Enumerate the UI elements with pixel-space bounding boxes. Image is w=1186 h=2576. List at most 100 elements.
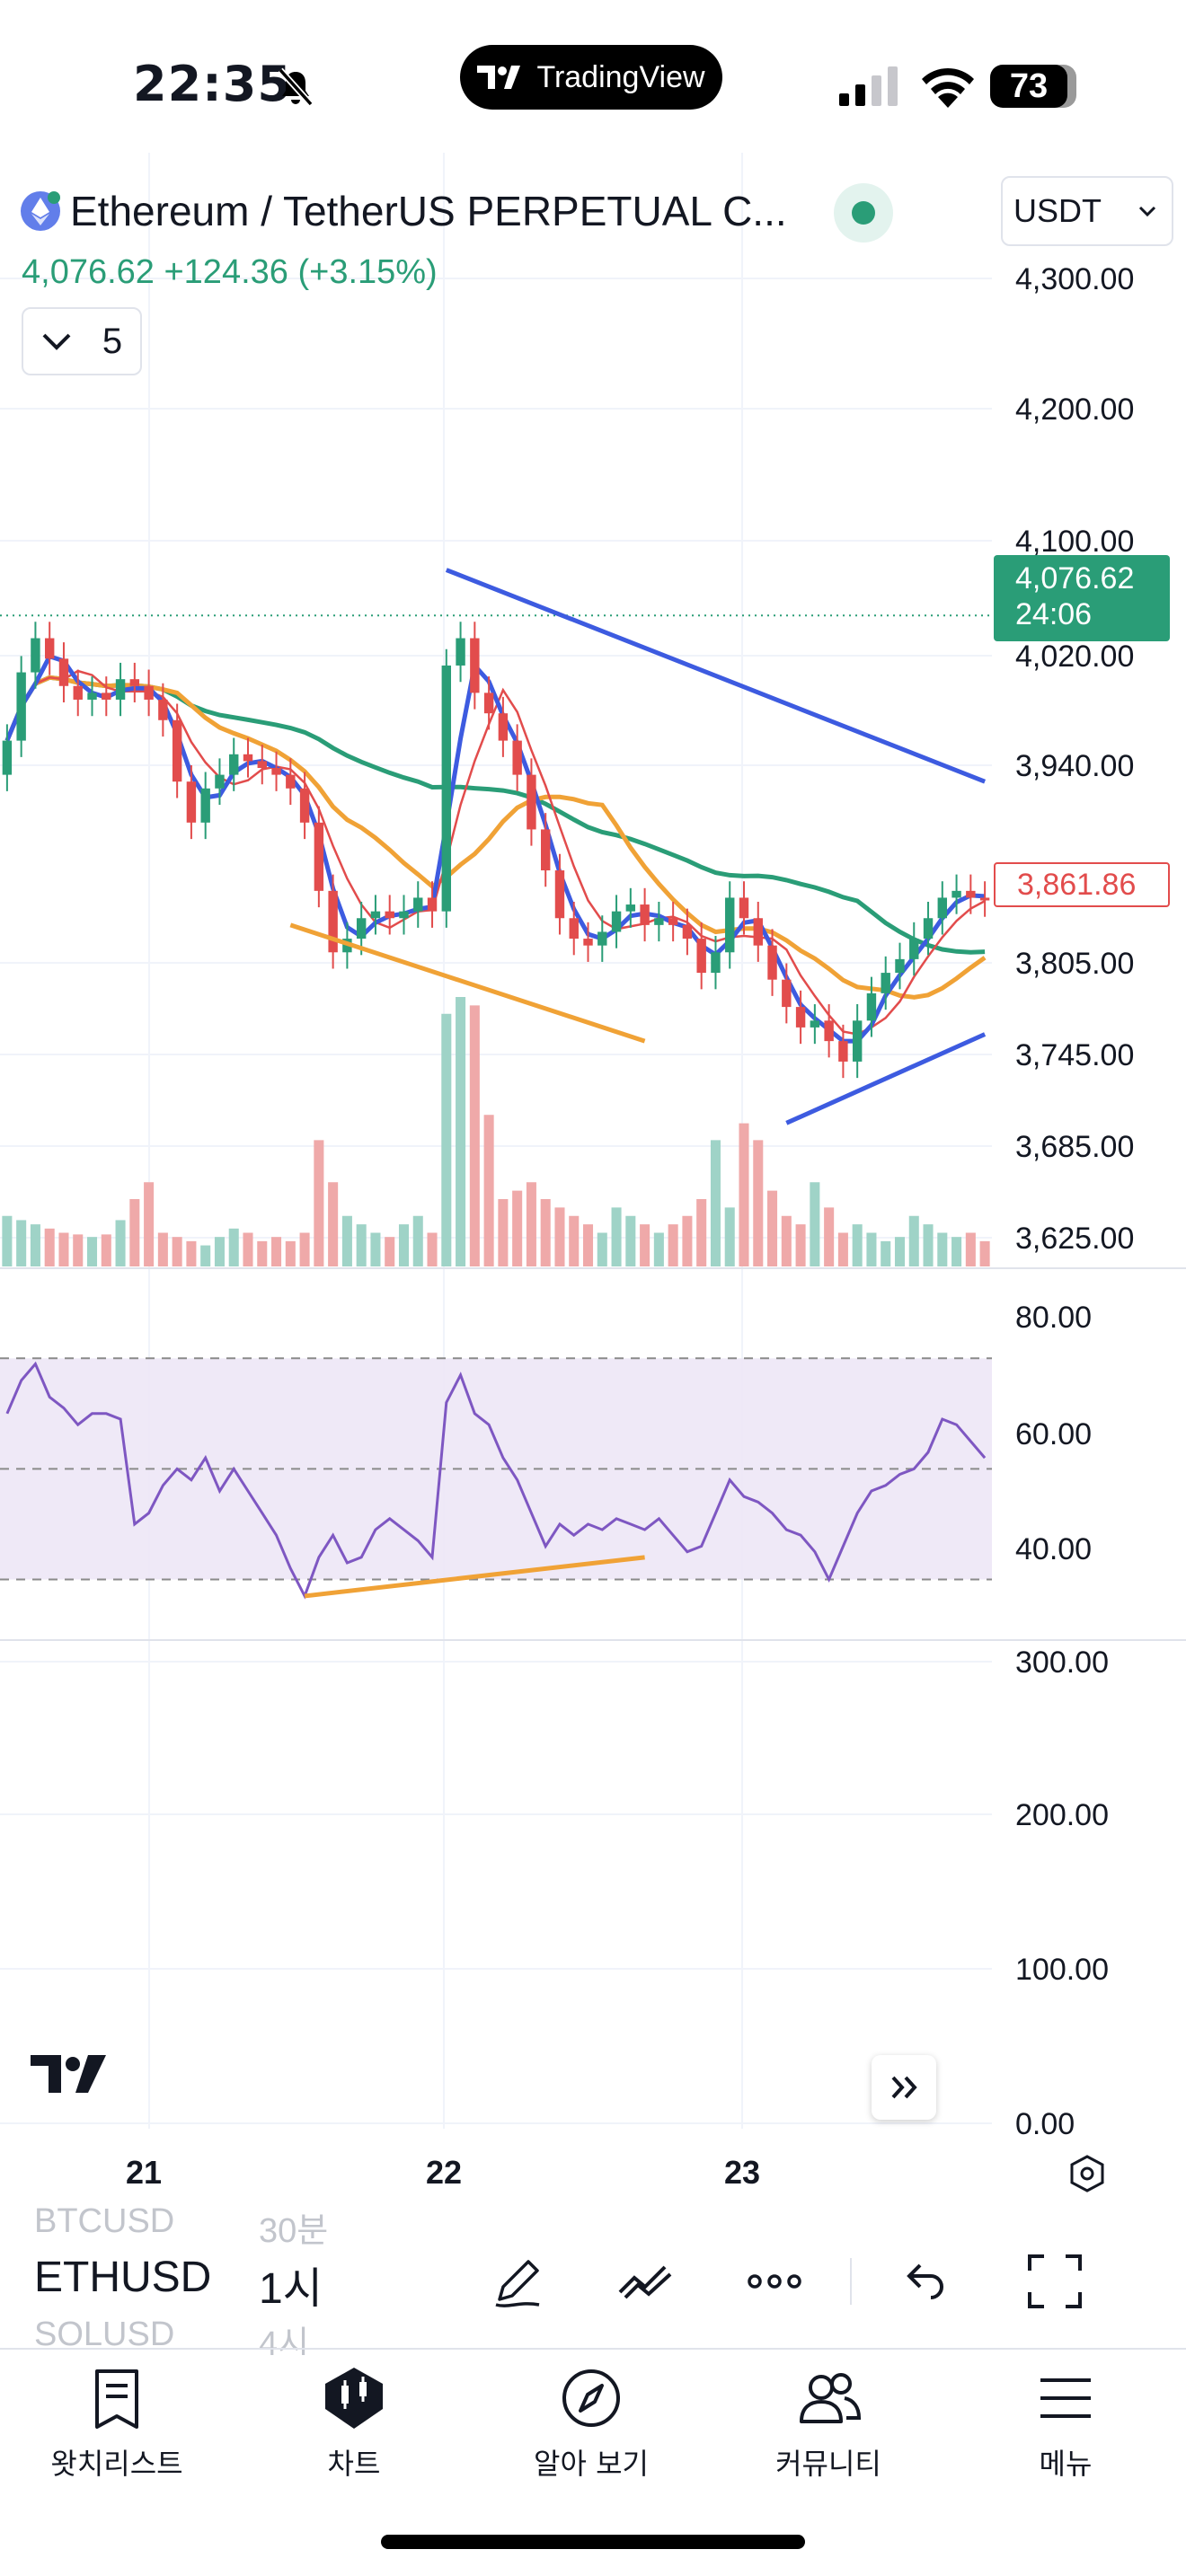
fullscreen-button[interactable] [1019, 2245, 1091, 2317]
candle-body [483, 693, 494, 714]
tab-menu[interactable]: 메뉴 [976, 2364, 1155, 2481]
trendline [445, 568, 987, 784]
volume-bar [157, 1232, 168, 1266]
tab-community[interactable]: 커뮤니티 [739, 2364, 918, 2481]
candle-body [909, 939, 919, 959]
reference-price-tag: 3,861.86 [994, 862, 1170, 907]
candle-body [58, 658, 69, 686]
scroll-to-latest-button[interactable] [872, 2055, 936, 2120]
price-chart[interactable]: 4,300.00 4,200.00 4,100.00 4,020.00 3,940.00… [0, 153, 1186, 2156]
candle-body [611, 911, 622, 932]
ma-long-line [4, 675, 986, 955]
chart-icon [325, 2368, 383, 2429]
rsi-axis-label: 80.00 [1015, 1301, 1092, 1335]
undo-button[interactable] [890, 2245, 961, 2317]
wifi-icon [922, 67, 974, 108]
price-change: +124.36 [164, 253, 288, 291]
symbol-header[interactable]: Ethereum / TetherUS PERPETUAL C... [20, 180, 787, 243]
volume-bar [58, 1232, 69, 1266]
compare-button[interactable] [609, 2245, 681, 2317]
volume-bar [767, 1190, 778, 1266]
candle-body [852, 1020, 863, 1062]
volume-bar [937, 1232, 948, 1266]
volume-bar [696, 1199, 707, 1266]
symbol-prev[interactable]: BTCUSD [34, 2202, 175, 2240]
tab-watchlist-label: 왓치리스트 [50, 2447, 183, 2481]
trend-lines-icon [618, 2265, 672, 2299]
current-price-tag: 4,076.62 24:06 [994, 555, 1170, 641]
volume-bar [200, 1245, 211, 1266]
tab-explore[interactable]: 알아 보기 [501, 2364, 681, 2481]
toolbar-border [0, 2348, 1186, 2350]
candle-body [866, 992, 877, 1021]
more-horizontal-icon [748, 2274, 801, 2289]
volume-bar [739, 1123, 749, 1266]
bell-slash-icon [278, 67, 314, 107]
chart-settings-icon[interactable] [1067, 2154, 1107, 2193]
tradingview-watermark-icon [31, 2055, 106, 2093]
volume-bar [483, 1115, 494, 1266]
tab-watchlist[interactable]: 왓치리스트 [27, 2364, 207, 2481]
candle-body [583, 939, 593, 946]
price-axis-label: 3,685.00 [1015, 1130, 1134, 1164]
symbol-next[interactable]: SOLUSD [34, 2316, 175, 2353]
home-indicator [381, 2535, 805, 2549]
candle-body [215, 774, 225, 789]
resolution-prev[interactable]: 30분 [259, 2212, 329, 2250]
volume-bar [837, 1232, 848, 1266]
volume-bar [951, 1237, 962, 1266]
tradingview-logo-icon [477, 66, 521, 89]
volume-bar [30, 1224, 40, 1266]
ma-slow-line [4, 675, 987, 1000]
ma-mid-line [5, 669, 986, 1036]
candle-body [158, 699, 168, 720]
candle-body [838, 1041, 848, 1062]
candle-body [979, 897, 990, 901]
tab-menu-label: 메뉴 [1039, 2447, 1093, 2481]
double-chevron-right-icon [891, 2076, 917, 2099]
symbol-picker[interactable]: BTCUSD ETHUSD SOLUSD [34, 2202, 214, 2355]
candle-body [540, 829, 551, 871]
volume-bar [540, 1199, 551, 1266]
time-label-23: 23 [724, 2154, 761, 2191]
candle-body [498, 713, 509, 741]
resolution-next[interactable]: 4시 [259, 2325, 310, 2355]
candle-body [73, 685, 83, 700]
volume-bar [398, 1224, 410, 1266]
candle-body [512, 740, 522, 775]
indicators-toggle[interactable]: 5 [22, 307, 142, 375]
tradingview-pill-label: TradingView [536, 59, 705, 94]
price-axis-label: 4,100.00 [1015, 525, 1134, 559]
candle-body [286, 774, 296, 789]
candle-body [2, 740, 13, 775]
price-axis-label: 4,020.00 [1015, 640, 1134, 674]
undo-icon [907, 2263, 943, 2299]
rsi-axis-label: 40.00 [1015, 1532, 1092, 1566]
tab-chart[interactable]: 차트 [264, 2364, 444, 2481]
candle-body [200, 788, 210, 823]
candle-body [782, 979, 792, 1008]
volume-bar [101, 1234, 111, 1266]
candle-body [129, 679, 140, 686]
volume-bar [625, 1215, 636, 1266]
candle-body [356, 918, 367, 940]
candle-body [87, 693, 97, 700]
candle-body [795, 1007, 806, 1028]
price-axis-label: 3,805.00 [1015, 947, 1134, 981]
resolution-current[interactable]: 1시 [259, 2265, 323, 2313]
drawing-tools-button[interactable] [482, 2245, 553, 2317]
candle-body [186, 781, 197, 823]
volume-axis-label: 0.00 [1015, 2107, 1075, 2141]
symbol-current[interactable]: ETHUSD [34, 2254, 212, 2301]
volume-bar [328, 1182, 339, 1266]
candle-body [441, 665, 452, 912]
volume-bar [753, 1140, 764, 1266]
currency-select[interactable]: USDT [1001, 176, 1173, 246]
market-open-indicator[interactable] [834, 183, 893, 243]
more-options-button[interactable] [739, 2245, 810, 2317]
candle-body [172, 719, 182, 782]
tradingview-pill[interactable]: TradingView [460, 45, 722, 110]
candle-body [951, 890, 961, 898]
resolution-picker[interactable]: 30분 1시 4시 [259, 2202, 385, 2355]
candle-body [299, 788, 310, 823]
